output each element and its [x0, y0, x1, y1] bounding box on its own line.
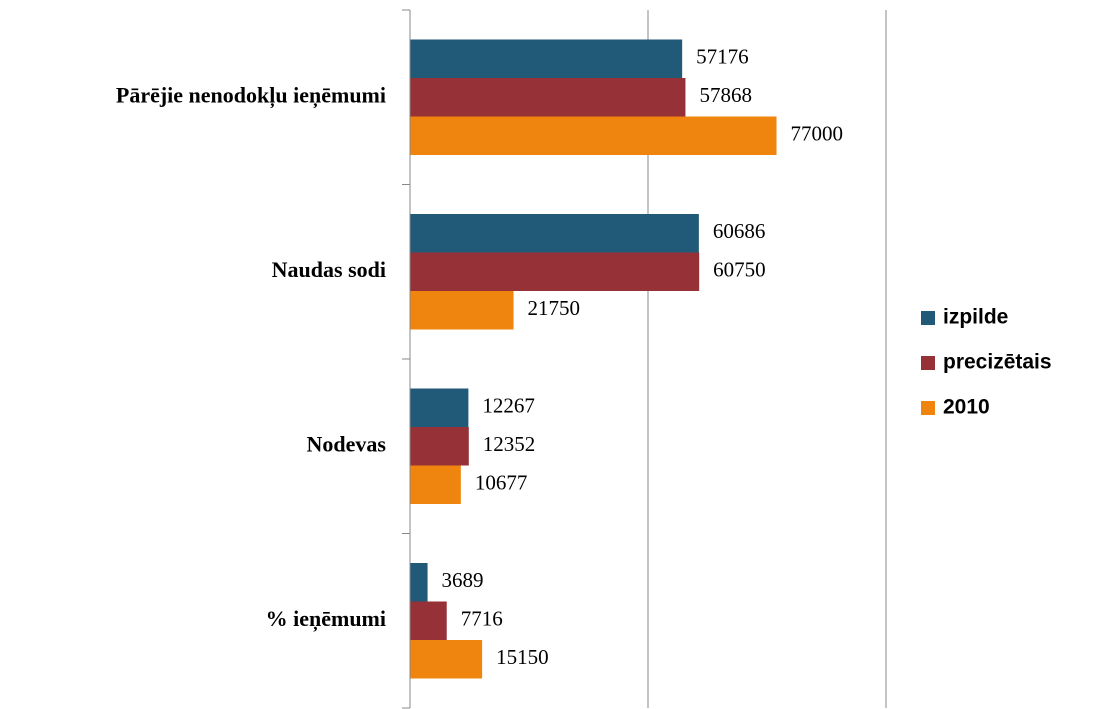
- bar: [410, 563, 428, 602]
- legend-label: precizētais: [943, 351, 1052, 374]
- legend-swatch: [921, 311, 935, 325]
- data-label: 60686: [713, 219, 766, 243]
- category-label: % ieņēmumi: [266, 606, 386, 632]
- bar: [410, 116, 777, 155]
- data-label: 7716: [461, 607, 503, 631]
- legend-label: izpilde: [943, 306, 1008, 329]
- legend-swatch: [921, 401, 935, 415]
- bar: [410, 78, 686, 117]
- data-label: 57868: [699, 83, 752, 107]
- data-label: 57176: [696, 45, 749, 69]
- data-label: 21750: [528, 296, 581, 320]
- category-label: Naudas sodi: [272, 257, 386, 282]
- bar: [410, 388, 469, 427]
- bar: [410, 601, 447, 640]
- bar: [410, 291, 514, 330]
- category-label: Pārējie nenodokļu ieņēmumi: [116, 82, 386, 108]
- data-label: 60750: [713, 258, 766, 282]
- legend-label: 2010: [943, 396, 990, 419]
- data-label: 3689: [442, 568, 484, 592]
- bar: [410, 214, 699, 253]
- bar: [410, 427, 469, 466]
- bar: [410, 39, 683, 78]
- bar: [410, 465, 461, 504]
- data-label: 12352: [483, 432, 536, 456]
- data-label: 15150: [496, 645, 549, 669]
- bar: [410, 252, 700, 291]
- data-label: 10677: [475, 471, 528, 495]
- data-label: 12267: [482, 394, 535, 418]
- category-label: Nodevas: [307, 431, 387, 456]
- bar: [410, 640, 483, 679]
- legend-swatch: [921, 356, 935, 370]
- data-label: 77000: [791, 122, 844, 146]
